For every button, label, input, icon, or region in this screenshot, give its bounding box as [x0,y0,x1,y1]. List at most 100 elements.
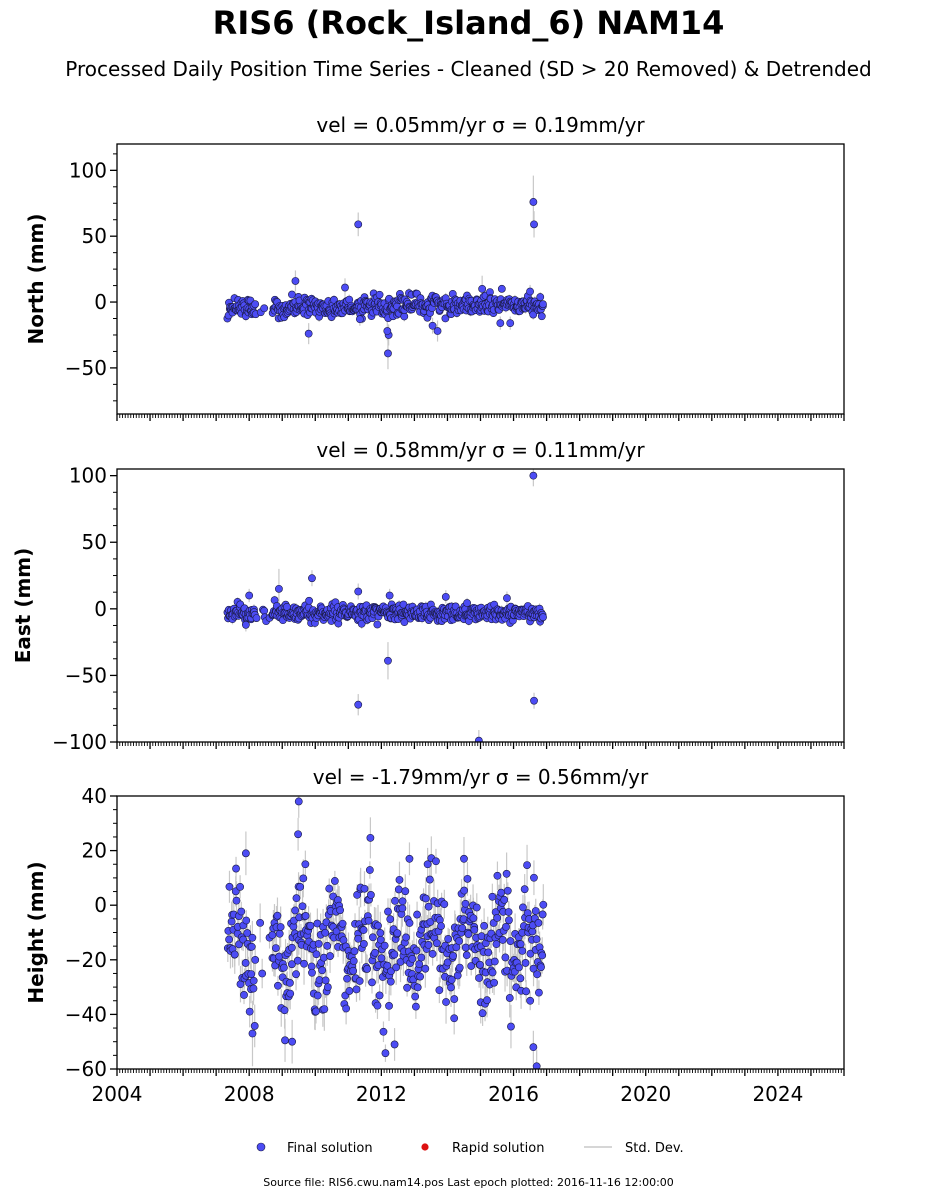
final-solution-point [538,951,547,960]
std-dev-bars [226,175,544,370]
final-solution-point [460,854,468,863]
final-solution-point [490,978,499,987]
final-solution-point [313,919,322,928]
final-solution-point [384,907,392,916]
final-solution-point [274,981,282,990]
final-solution-point [260,304,269,313]
final-solution-point [308,968,316,977]
final-solution-point [493,914,502,922]
final-solution-point [515,963,523,972]
final-solution-point [321,928,330,937]
final-solution-point [478,284,487,293]
legend-final-marker [256,1142,266,1152]
final-solution-point [247,942,256,951]
final-solution-point [384,656,392,665]
final-solution-point [537,963,545,972]
final-solution-point [230,950,239,959]
final-solution-point [373,1001,382,1010]
final-solution-point [275,929,284,938]
final-solution-point [400,618,409,627]
final-solution-point [275,584,283,593]
final-solution-point [354,587,363,596]
panel-plot-area [223,796,548,1069]
final-solution-point [383,327,392,335]
final-solution-point [390,1040,399,1049]
panel-north: −50 0 50 100 vel = 0.05mm/yr σ = 0.19mm/yr No… [24,113,845,421]
final-solution-point [298,902,307,911]
final-solution-point [342,1004,351,1013]
final-solution-point [345,987,354,995]
y-axis-label: East (mm) [11,548,35,664]
final-solution-point [425,875,434,884]
x-tick-label: 2020 [620,1082,671,1106]
final-solution-point [225,882,234,891]
final-solution-points [223,198,547,358]
final-solution-point [375,290,384,299]
final-solution-point [432,857,440,866]
y-tick-label: −100 [52,730,107,754]
final-solution-point [314,939,323,948]
final-solution-point [516,940,525,948]
final-solution-point [341,283,349,292]
final-solution-point [321,976,330,985]
final-solution-point [260,606,269,615]
final-solution-point [462,951,471,960]
final-solution-point [336,906,344,915]
final-solution-point [323,983,332,992]
final-solution-point [398,897,407,906]
final-solution-point [367,891,375,899]
final-solution-point [474,736,483,742]
final-solution-point [492,940,501,949]
final-solution-point [323,941,332,950]
final-solution-points [223,471,547,742]
final-solution-point [275,952,284,961]
final-solution-point [384,349,392,358]
final-solution-point [411,992,420,1001]
final-solution-point [354,934,363,943]
final-solution-point [376,929,385,937]
final-solution-point [532,935,541,944]
y-axis-label: Height (mm) [24,861,48,1003]
final-solution-point [280,1006,289,1015]
final-solution-point [529,471,538,480]
final-solution-point [292,970,300,979]
final-solution-point [458,924,467,933]
final-solution-point [286,978,294,987]
final-solution-point [450,995,459,1003]
x-tick-label: 2016 [488,1082,539,1106]
page-title: RIS6 (Rock_Island_6) NAM14 [212,4,725,42]
final-solution-point [385,1002,393,1010]
final-solution-point [281,1036,289,1045]
final-solution-point [251,955,260,964]
final-solution-point [421,894,430,903]
final-solution-point [530,220,538,229]
y-tick-label: 0 [94,290,107,314]
final-solution-point [519,903,527,912]
final-solution-point [530,873,538,882]
final-solution-point [444,935,453,943]
final-solution-point [500,895,509,904]
final-solution-point [308,574,316,583]
final-solution-point [476,960,484,969]
final-solution-point [243,929,252,937]
final-solution-point [488,968,497,977]
final-solution-point [366,833,375,842]
final-solution-point [242,916,251,925]
panel-title: vel = 0.05mm/yr σ = 0.19mm/yr [316,113,645,137]
final-solution-point [312,1007,320,1016]
final-solution-point [531,907,540,915]
final-solution-point [506,937,515,945]
x-tick-label: 2012 [356,1082,407,1106]
final-solution-points [223,797,548,1069]
y-tick-label: 0 [94,597,107,621]
final-solution-point [535,988,543,997]
final-solution-point [470,925,479,934]
final-solution-point [428,949,437,958]
y-axis-label: North (mm) [24,213,48,344]
final-solution-point [354,220,363,229]
final-solution-point [529,1043,538,1052]
final-solution-point [523,861,531,869]
final-solution-point [442,998,450,1006]
final-solution-point [271,944,280,952]
